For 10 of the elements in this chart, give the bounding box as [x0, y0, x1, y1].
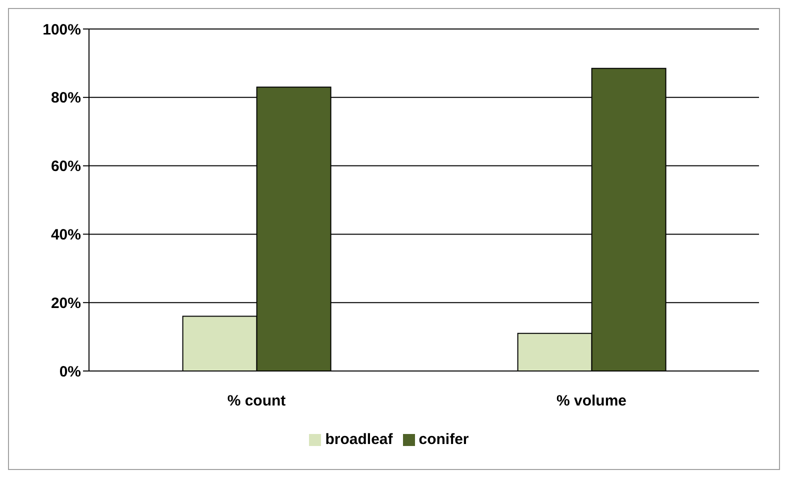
legend-label: broadleaf: [325, 431, 393, 448]
legend-label: conifer: [418, 431, 469, 448]
y-tick-label: 20%: [50, 294, 81, 312]
x-tick-label: % count: [227, 392, 286, 410]
y-tick-label: 100%: [42, 21, 81, 38]
y-tick-label: 60%: [50, 158, 81, 176]
x-tick-label: % volume: [556, 392, 627, 410]
y-tick-label: 80%: [50, 90, 81, 107]
y-tick-label: 0%: [59, 363, 81, 380]
y-tick-label: 40%: [50, 226, 81, 244]
